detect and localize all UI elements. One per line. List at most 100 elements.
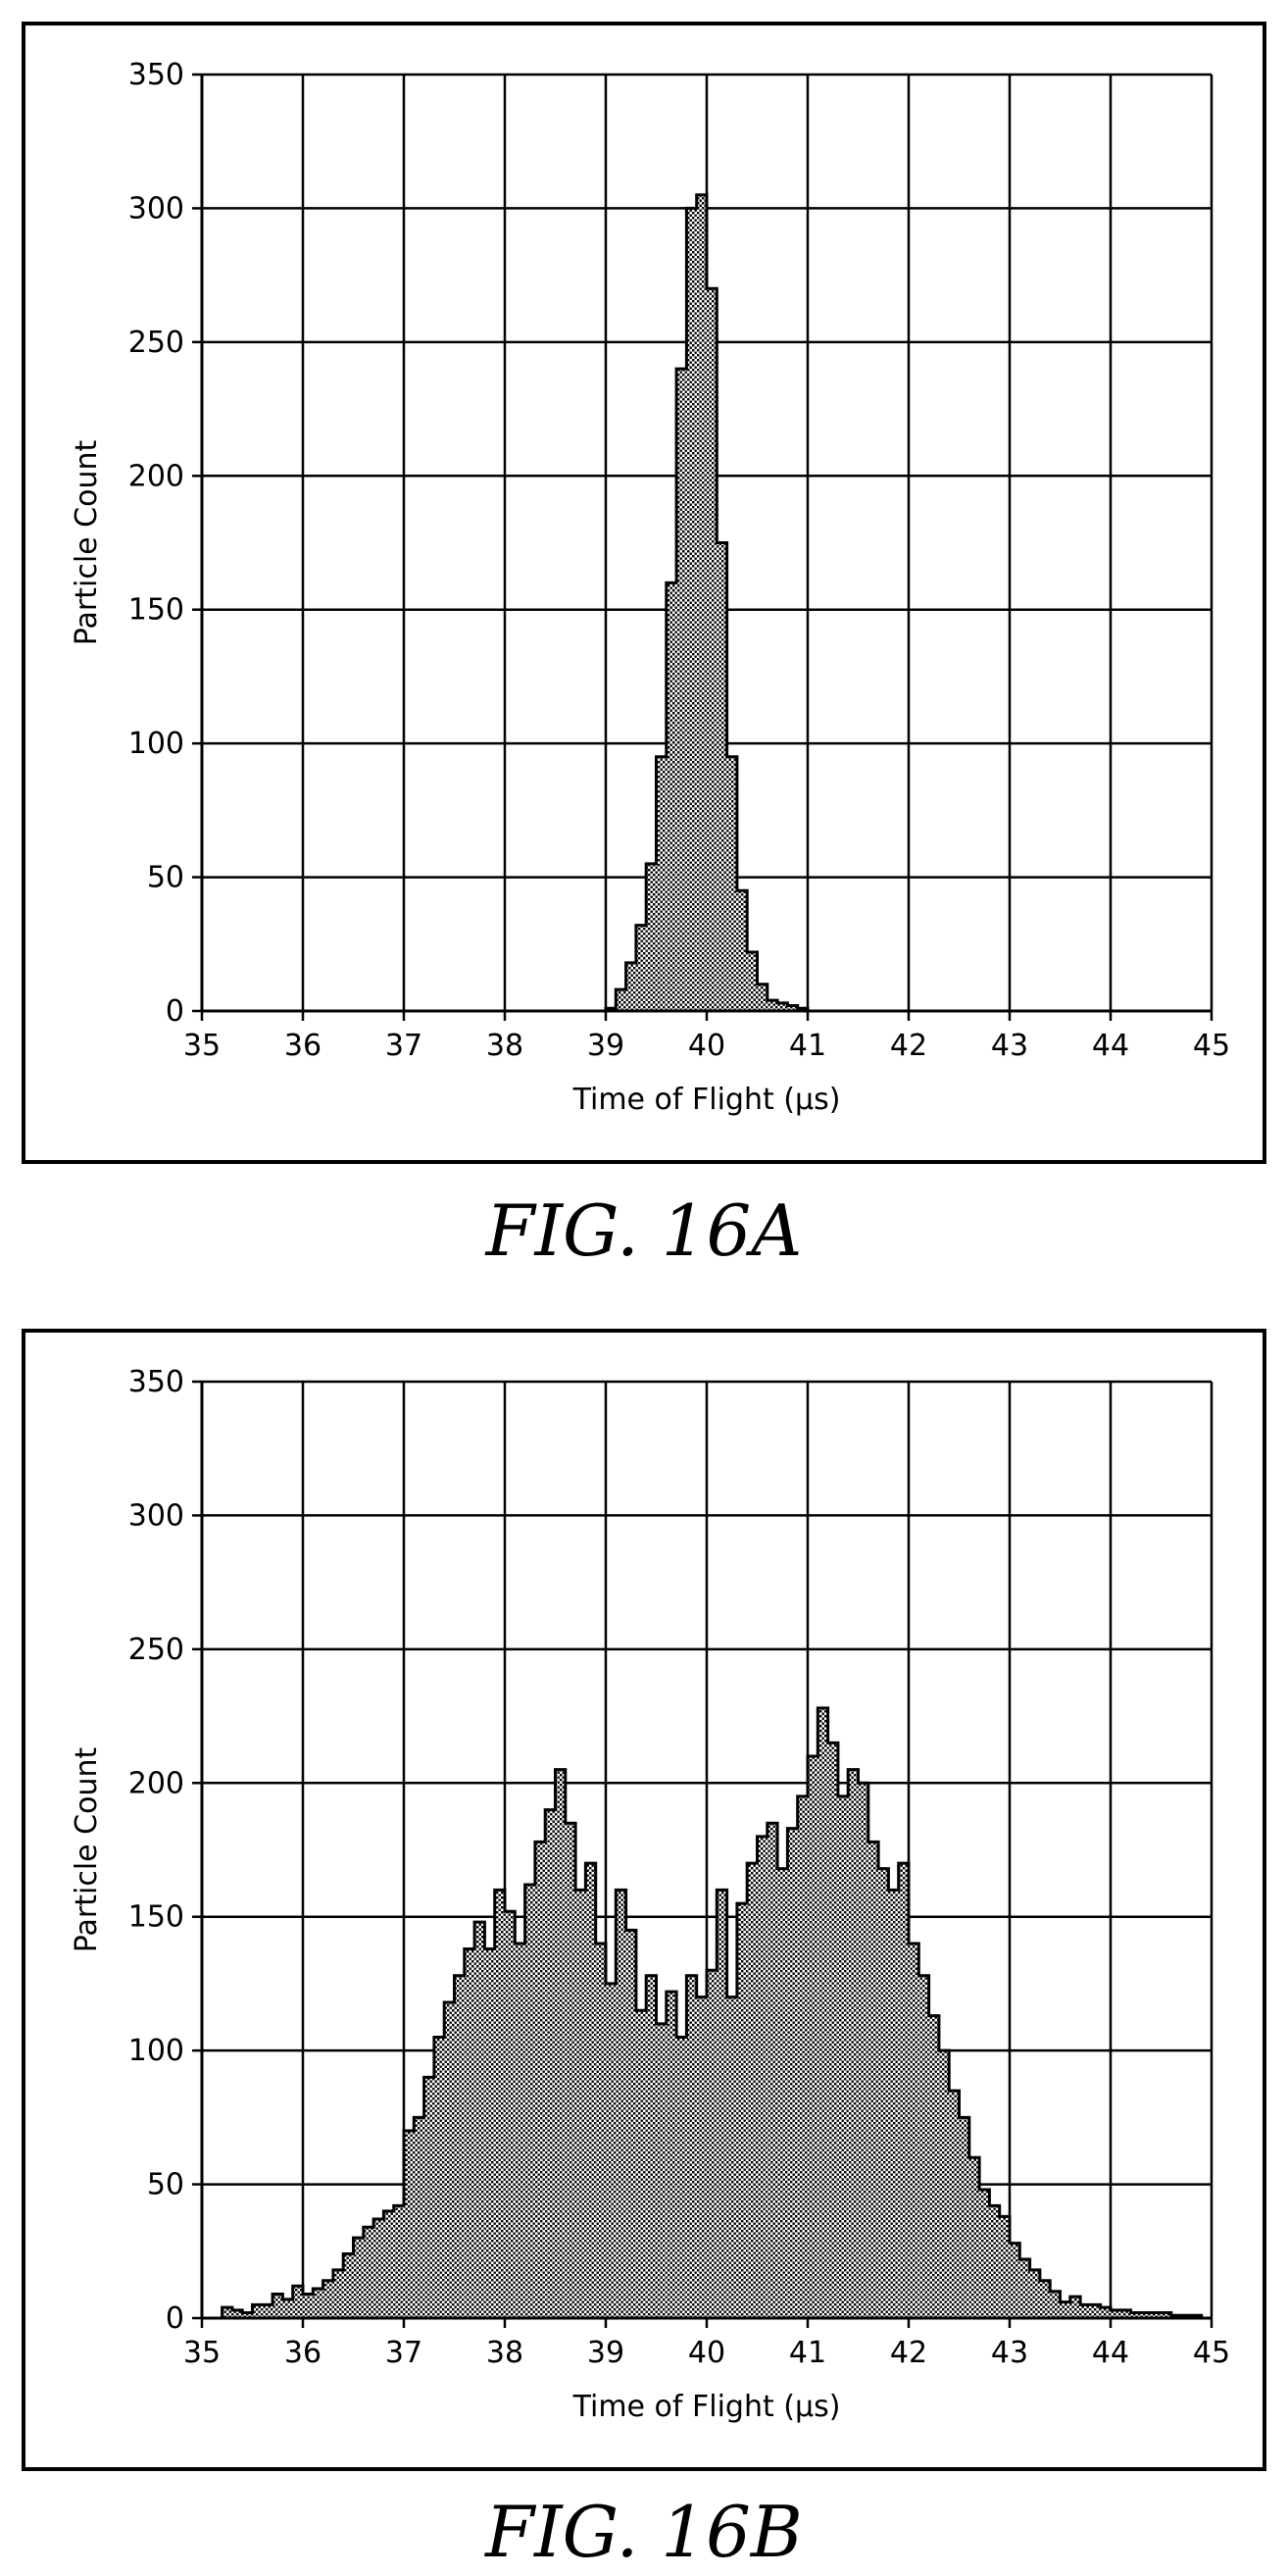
histogram-bar [505, 1911, 516, 2318]
histogram-bar [515, 1944, 525, 2318]
histogram-bar [717, 1890, 727, 2318]
y-tick-label: 100 [128, 2034, 184, 2068]
figure-16b-panel: 0 50 100 150 200 250 300 350 35 36 37 38 39 40 41 42 43 4… [22, 1329, 1266, 2471]
figure-16a-chart: 0 50 100 150 200 250 300 350 35 36 37 38 39 40 41 42 43 4… [70, 58, 1230, 1117]
x-tick-label: 41 [789, 1029, 826, 1063]
histogram-bar [989, 2205, 1000, 2318]
histogram-bar [545, 1809, 556, 2318]
x-tick-label: 40 [688, 2336, 725, 2370]
histogram-bar [625, 1930, 636, 2318]
histogram-bar [909, 1944, 919, 2318]
histogram-bar [252, 2304, 263, 2318]
x-tick-label: 37 [385, 1029, 422, 1063]
histogram-bar [524, 1884, 535, 2318]
histogram-bar [635, 925, 647, 1011]
histogram-bar [585, 1863, 596, 2318]
y-axis-label: Particle Count [70, 1747, 104, 1953]
y-tick-label: 50 [147, 2168, 184, 2202]
x-tick-label: 43 [991, 2336, 1028, 2370]
y-tick-label: 300 [128, 1498, 184, 1533]
histogram-bar [353, 2238, 364, 2318]
y-tick-label: 0 [166, 2301, 184, 2336]
histogram-bar [707, 1970, 718, 2318]
histogram-bar [1100, 2307, 1111, 2318]
histogram-bar [1080, 2304, 1091, 2318]
histogram-bar [1140, 2312, 1152, 2318]
x-tick-label: 39 [587, 2336, 624, 2370]
histogram-bar [666, 582, 677, 1011]
histogram-bar [808, 1756, 818, 2318]
histogram-bar [888, 1890, 899, 2318]
histogram-bar [747, 1863, 758, 2318]
histogram-bar [373, 2219, 384, 2318]
x-tick-label: 44 [1092, 1029, 1129, 1063]
histogram-bar [1010, 2243, 1020, 2318]
histogram-bar [867, 1842, 879, 2318]
histogram-bar [231, 2309, 243, 2318]
histogram-bar [494, 1890, 505, 2318]
histogram-bar [433, 2037, 445, 2318]
histogram-bar [1039, 2280, 1051, 2318]
histogram-bar [1130, 2312, 1141, 2318]
histogram-bar [999, 2216, 1010, 2318]
histogram-bar [474, 1922, 485, 2318]
histogram-bar [1151, 2312, 1162, 2318]
histogram-bar [736, 890, 748, 1011]
histogram-bar [444, 2002, 455, 2318]
histogram-bar [616, 1890, 626, 2318]
histogram-bar [797, 1795, 808, 2318]
histogram-bar [1111, 2309, 1121, 2318]
histogram-bar [938, 2050, 950, 2318]
x-tick-label: 35 [183, 2336, 221, 2370]
histogram-bar [696, 194, 707, 1012]
histogram-bar [928, 2015, 939, 2318]
histogram-bars [606, 194, 808, 1012]
x-tick-label: 35 [183, 1029, 221, 1063]
y-tick-label: 350 [128, 1365, 184, 1399]
histogram-bar [606, 1983, 617, 2318]
x-tick-label: 44 [1092, 2336, 1129, 2370]
histogram-bar [707, 288, 718, 1011]
x-tick-label: 43 [991, 1029, 1028, 1063]
histogram-bar [646, 1975, 657, 2318]
y-tick-label: 150 [128, 593, 184, 628]
histogram-bar [736, 1903, 748, 2318]
histogram-bar [656, 2023, 667, 2318]
histogram-bar [454, 1975, 465, 2318]
histogram-bar [777, 1868, 788, 2318]
histogram-bar [747, 951, 758, 1011]
histogram-outline [604, 193, 810, 1011]
y-tick-label: 0 [166, 994, 184, 1029]
histogram-bar [616, 989, 626, 1011]
figure-16a-panel: 0 50 100 150 200 250 300 350 35 36 37 38 39 40 41 42 43 4… [22, 22, 1266, 1164]
y-tick-label: 200 [128, 1766, 184, 1800]
histogram-bar [787, 1005, 798, 1011]
x-tick-label: 45 [1193, 2336, 1230, 2370]
histogram-bar [484, 1948, 495, 2318]
y-tick-label: 200 [128, 459, 184, 493]
histogram-bar [726, 756, 737, 1011]
x-tick-label: 36 [284, 1029, 322, 1063]
y-tick-label: 50 [147, 861, 184, 895]
histogram-bar [949, 2091, 960, 2318]
histogram-bar [757, 984, 768, 1011]
histogram-bar [686, 1975, 697, 2318]
histogram-bar [414, 2117, 424, 2318]
x-tick-label: 40 [688, 1029, 725, 1063]
y-axis-label: Particle Count [70, 440, 104, 646]
histogram-bar [383, 2210, 394, 2318]
histogram-bar [817, 1707, 828, 2318]
histogram-bar [676, 2037, 687, 2318]
histogram-bar [393, 2205, 404, 2318]
histogram-bar [1029, 2269, 1040, 2318]
histogram-bar [767, 1823, 778, 2318]
histogram-bar [565, 1823, 576, 2318]
y-tick-label: 250 [128, 326, 184, 360]
y-tick-label: 150 [128, 1900, 184, 1935]
histogram-bars [222, 1707, 1202, 2318]
histogram-bar [767, 1000, 778, 1011]
x-tick-label: 42 [890, 2336, 927, 2370]
y-tick-label: 250 [128, 1633, 184, 1667]
histogram-bar [363, 2227, 374, 2318]
histogram-bar [282, 2298, 293, 2318]
